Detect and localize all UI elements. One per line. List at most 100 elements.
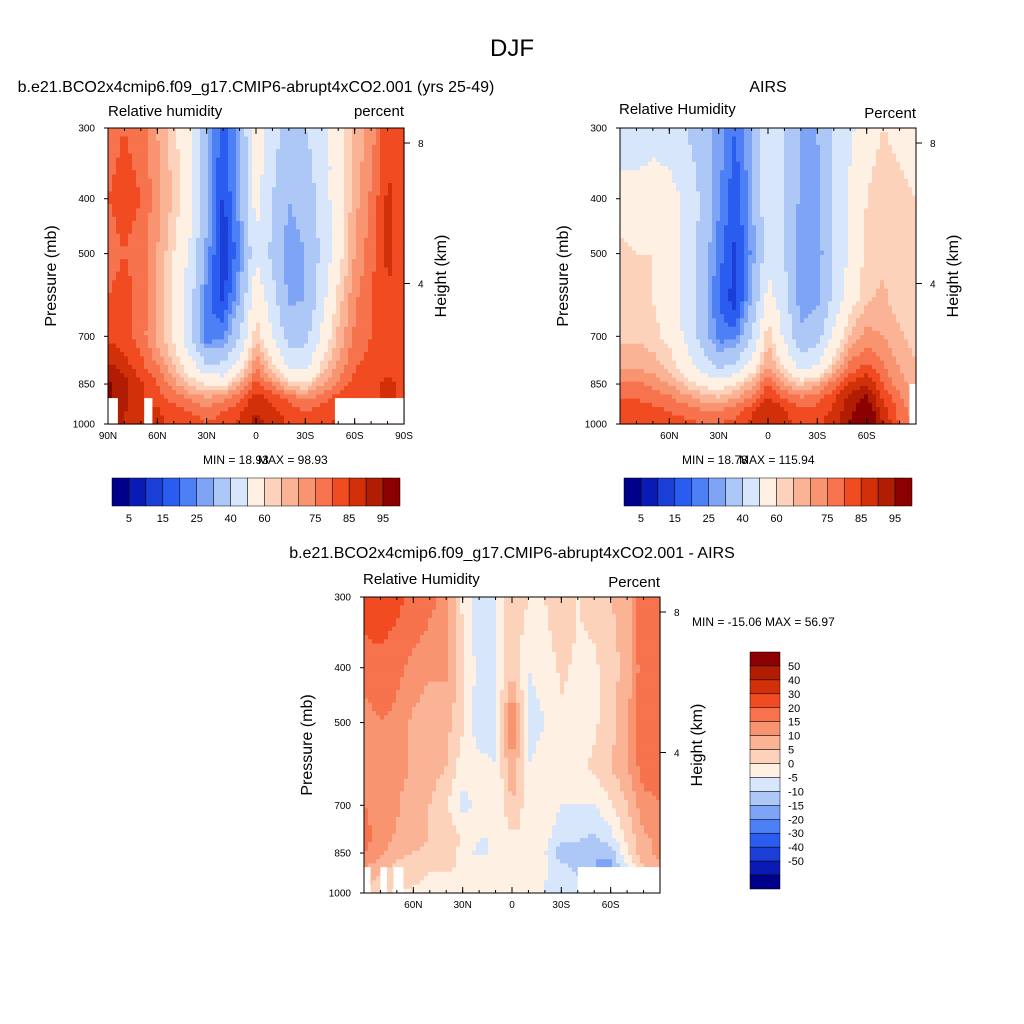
field-cell xyxy=(380,161,385,167)
field-cell xyxy=(320,140,325,146)
field-cell xyxy=(308,369,313,374)
field-cell xyxy=(108,229,113,235)
field-cell xyxy=(116,360,121,366)
field-cell xyxy=(176,187,181,193)
field-cell xyxy=(212,233,217,239)
field-cell xyxy=(384,394,389,400)
field-cell xyxy=(352,204,357,209)
field-cell xyxy=(384,199,389,205)
field-cell xyxy=(228,254,233,260)
field-cell xyxy=(108,280,113,286)
field-cell xyxy=(364,343,369,349)
field-cell xyxy=(232,216,237,222)
field-cell xyxy=(124,140,129,146)
field-cell xyxy=(172,271,177,277)
field-cell xyxy=(256,170,261,176)
field-cell xyxy=(176,381,181,387)
field-cell xyxy=(204,246,209,252)
field-cell xyxy=(208,407,213,412)
field-cell xyxy=(228,246,233,252)
field-cell xyxy=(252,140,257,146)
field-cell xyxy=(396,301,401,307)
field-cell xyxy=(208,381,213,387)
field-cell xyxy=(120,373,125,379)
field-cell xyxy=(252,250,257,256)
field-cell xyxy=(160,254,165,260)
field-cell xyxy=(296,144,301,150)
field-cell xyxy=(320,199,325,205)
field-cell xyxy=(312,132,317,138)
field-cell xyxy=(156,398,161,404)
field-cell xyxy=(236,233,241,239)
field-cell xyxy=(300,305,305,311)
field-cell xyxy=(116,204,121,209)
field-cell xyxy=(168,170,173,176)
field-cell xyxy=(140,157,145,163)
field-cell xyxy=(132,221,137,226)
field-cell xyxy=(232,301,237,307)
field-cell xyxy=(296,182,301,188)
field-cell xyxy=(328,136,333,142)
field-cell xyxy=(384,128,389,133)
field-cell xyxy=(288,187,293,193)
field-cell xyxy=(156,144,161,150)
field-cell xyxy=(172,352,177,357)
field-cell xyxy=(248,339,253,345)
field-cell xyxy=(244,187,249,193)
field-cell xyxy=(388,166,393,171)
field-cell xyxy=(144,301,149,307)
field-cell xyxy=(260,178,265,184)
field-cell xyxy=(300,339,305,345)
field-cell xyxy=(124,229,129,235)
field-cell xyxy=(268,233,273,239)
field-cell xyxy=(336,229,341,235)
field-cell xyxy=(288,280,293,286)
field-cell xyxy=(156,347,161,353)
field-cell xyxy=(228,309,233,315)
field-cell xyxy=(168,149,173,154)
field-cell xyxy=(336,356,341,362)
field-cell xyxy=(168,195,173,201)
field-cell xyxy=(352,195,357,201)
field-cell xyxy=(172,373,177,379)
field-cell xyxy=(204,225,209,231)
field-cell xyxy=(112,259,117,264)
field-cell xyxy=(372,237,377,243)
field-cell xyxy=(280,144,285,150)
field-cell xyxy=(300,153,305,159)
field-cell xyxy=(256,280,261,286)
field-cell xyxy=(244,132,249,138)
field-cell xyxy=(240,195,245,201)
field-cell xyxy=(172,335,177,341)
field-cell xyxy=(156,216,161,222)
field-cell xyxy=(284,347,289,353)
field-cell xyxy=(208,233,213,239)
field-cell xyxy=(308,246,313,252)
field-cell xyxy=(232,144,237,150)
field-cell xyxy=(376,335,381,341)
field-cell xyxy=(140,229,145,235)
field-cell xyxy=(272,246,277,252)
field-cell xyxy=(268,128,273,133)
field-cell xyxy=(264,221,269,226)
field-cell xyxy=(224,305,229,311)
field-cell xyxy=(328,204,333,209)
field-cell xyxy=(260,246,265,252)
field-cell xyxy=(196,136,201,142)
field-cell xyxy=(244,259,249,264)
field-cell xyxy=(132,326,137,332)
field-cell xyxy=(112,132,117,138)
field-cell xyxy=(320,385,325,391)
field-cell xyxy=(204,216,209,222)
field-cell xyxy=(280,132,285,138)
field-cell xyxy=(188,182,193,188)
field-cell xyxy=(168,212,173,218)
field-cell xyxy=(168,132,173,138)
field-cell xyxy=(336,284,341,290)
field-cell xyxy=(276,187,281,193)
field-cell xyxy=(256,182,261,188)
field-cell xyxy=(344,318,349,324)
field-cell xyxy=(292,229,297,235)
field-cell xyxy=(320,161,325,167)
field-cell xyxy=(188,318,193,324)
